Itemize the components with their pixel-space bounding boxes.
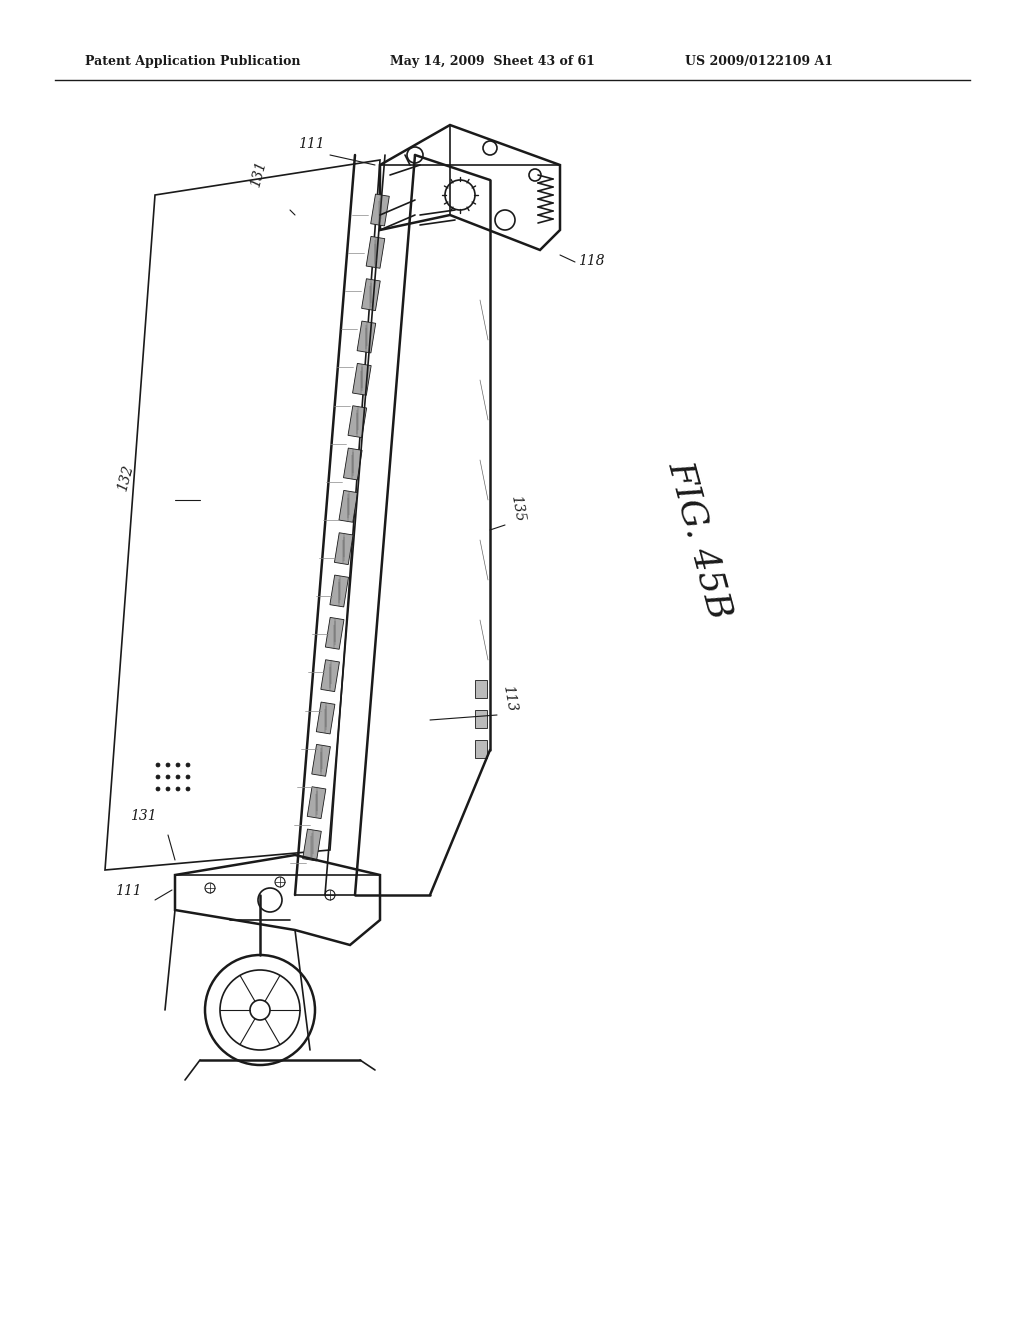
Circle shape — [176, 775, 180, 779]
Circle shape — [166, 787, 170, 791]
Circle shape — [186, 787, 190, 791]
Circle shape — [176, 787, 180, 791]
Bar — [475, 710, 487, 729]
Circle shape — [156, 787, 160, 791]
Polygon shape — [326, 618, 344, 649]
Bar — [475, 680, 487, 698]
Circle shape — [166, 775, 170, 779]
Polygon shape — [357, 321, 376, 352]
Circle shape — [176, 763, 180, 767]
Text: Patent Application Publication: Patent Application Publication — [85, 55, 300, 69]
Circle shape — [186, 763, 190, 767]
Polygon shape — [371, 194, 389, 226]
Polygon shape — [307, 787, 326, 818]
Polygon shape — [361, 279, 380, 310]
Circle shape — [186, 775, 190, 779]
Text: 132: 132 — [115, 463, 135, 492]
Text: 113: 113 — [500, 684, 518, 713]
Circle shape — [156, 763, 160, 767]
Polygon shape — [311, 744, 331, 776]
Polygon shape — [339, 491, 357, 523]
Polygon shape — [316, 702, 335, 734]
Polygon shape — [335, 533, 353, 565]
Polygon shape — [321, 660, 339, 692]
Polygon shape — [303, 829, 322, 861]
Text: US 2009/0122109 A1: US 2009/0122109 A1 — [685, 55, 833, 69]
Circle shape — [156, 775, 160, 779]
Text: 111: 111 — [115, 884, 141, 898]
Text: 118: 118 — [578, 253, 604, 268]
Circle shape — [166, 763, 170, 767]
Polygon shape — [367, 236, 385, 268]
Polygon shape — [352, 363, 371, 395]
Text: FIG. 45B: FIG. 45B — [663, 457, 737, 623]
Text: 131: 131 — [130, 809, 157, 822]
Text: 131: 131 — [248, 160, 268, 189]
Polygon shape — [343, 447, 362, 480]
Bar — [475, 741, 487, 758]
Text: 111: 111 — [298, 137, 325, 150]
Polygon shape — [330, 576, 348, 607]
Polygon shape — [348, 405, 367, 438]
Text: 135: 135 — [508, 495, 526, 523]
Text: May 14, 2009  Sheet 43 of 61: May 14, 2009 Sheet 43 of 61 — [390, 55, 595, 69]
